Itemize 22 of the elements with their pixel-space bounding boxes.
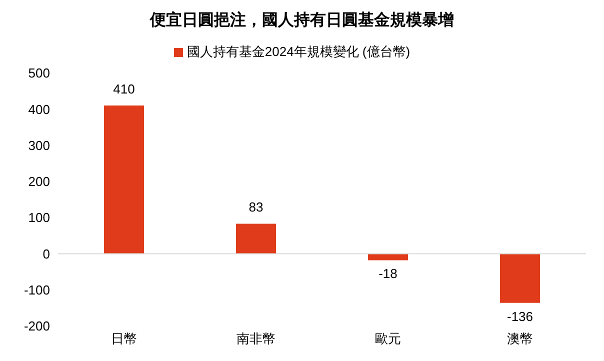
- y-tick-label: 100: [28, 210, 50, 226]
- x-tick-label: 澳幣: [507, 331, 533, 346]
- bar: [500, 254, 540, 303]
- data-label: 410: [113, 82, 135, 97]
- y-tick-label: 300: [28, 138, 50, 153]
- y-tick-label: 0: [42, 246, 50, 262]
- x-tick-label: 南非幣: [236, 331, 276, 346]
- y-tick-label: 400: [28, 102, 50, 117]
- data-label: -18: [378, 266, 398, 282]
- bar: [104, 106, 144, 254]
- y-tick-label: -100: [24, 282, 50, 298]
- y-tick-label: 500: [28, 66, 50, 81]
- y-tick-label: 200: [28, 174, 50, 190]
- y-tick-label: -200: [24, 318, 50, 334]
- legend-label: 國人持有基金2024年規模變化 (億台幣): [186, 44, 410, 59]
- data-label: 83: [248, 200, 264, 215]
- bar: [236, 224, 276, 254]
- x-tick-label: 歐元: [375, 331, 401, 346]
- chart-title: 便宜日圓挹注，國人持有日圓基金規模暴增: [148, 10, 455, 31]
- bar: [368, 254, 408, 260]
- x-tick-label: 日幣: [111, 331, 137, 346]
- data-label: -136: [506, 308, 534, 324]
